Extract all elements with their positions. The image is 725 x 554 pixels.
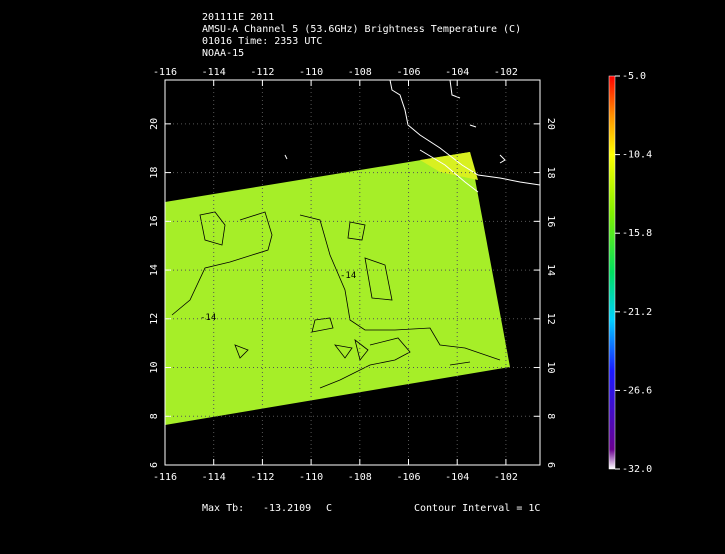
x-tick-label-top: -106 — [396, 67, 420, 78]
x-tick-label: -110 — [299, 472, 323, 483]
header-line: 201111E 2011 — [202, 12, 274, 23]
x-tick-label: -112 — [250, 472, 274, 483]
x-tick-label-top: -114 — [202, 67, 226, 78]
contour-interval: Contour Interval = 1C — [414, 503, 540, 514]
x-tick-label-top: -112 — [250, 67, 274, 78]
contours — [171, 211, 501, 389]
y-tick-label: 6 — [149, 462, 160, 468]
header-line: 01016 Time: 2353 UTC — [202, 36, 322, 47]
y-tick-label-right: 6 — [545, 462, 556, 468]
y-tick-label: 10 — [149, 362, 160, 374]
y-tick-label: 16 — [149, 215, 160, 227]
y-tick-label-right: 10 — [545, 362, 556, 374]
colorbar-label: -21.2 — [622, 307, 652, 318]
x-tick-label-top: -104 — [445, 67, 469, 78]
x-tick-label-top: -108 — [348, 67, 372, 78]
colorbar-label: -32.0 — [622, 464, 652, 475]
y-tick-label-right: 16 — [545, 215, 556, 227]
map-frame — [164, 79, 541, 466]
colorbar — [608, 75, 616, 470]
y-tick-label: 18 — [149, 167, 160, 179]
swath — [165, 152, 510, 425]
header-line: NOAA-15 — [202, 48, 244, 59]
y-tick-label: 14 — [149, 264, 160, 276]
max-unit: C — [326, 503, 332, 514]
header-line: AMSU-A Channel 5 (53.6GHz) Brightness Te… — [202, 24, 521, 35]
max-label: Max Tb: — [202, 503, 244, 514]
y-tick-label: 8 — [149, 413, 160, 419]
y-tick-label-right: 14 — [545, 264, 556, 276]
x-tick-label: -106 — [396, 472, 420, 483]
x-tick-label: -114 — [202, 472, 226, 483]
x-tick-label-top: -102 — [494, 67, 518, 78]
coastline — [284, 80, 540, 193]
colorbar-label: -15.8 — [622, 228, 652, 239]
y-tick-label-right: 20 — [545, 118, 556, 130]
colorbar-label: -26.6 — [622, 385, 652, 396]
colorbar-label: -10.4 — [622, 150, 652, 161]
y-tick-label: 12 — [149, 313, 160, 325]
x-tick-label-top: -110 — [299, 67, 323, 78]
x-tick-label: -116 — [153, 472, 177, 483]
colorbar-label: -5.0 — [622, 71, 646, 82]
x-tick-label: -104 — [445, 472, 469, 483]
max-value: -13.2109 — [263, 503, 311, 514]
y-tick-label-right: 12 — [545, 313, 556, 325]
y-tick-label-right: 18 — [545, 167, 556, 179]
x-tick-label-top: -116 — [153, 67, 177, 78]
map-content — [165, 80, 540, 465]
y-tick-label-right: 8 — [545, 413, 556, 419]
y-tick-label: 20 — [149, 118, 160, 130]
contour-label: -14 — [200, 313, 216, 323]
x-tick-label: -108 — [348, 472, 372, 483]
contour-label: -14 — [340, 271, 356, 281]
x-tick-label: -102 — [494, 472, 518, 483]
